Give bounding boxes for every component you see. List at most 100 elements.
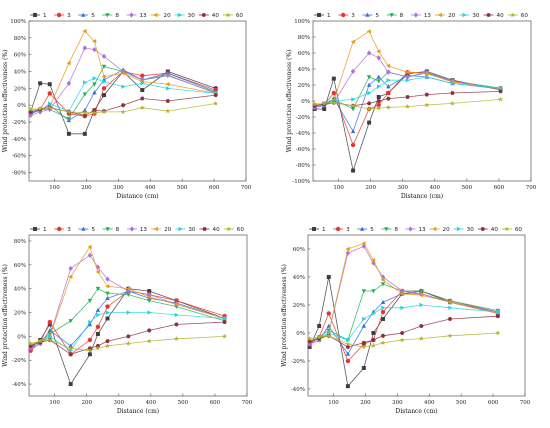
data-point <box>68 274 73 279</box>
data-point <box>96 312 101 318</box>
legend-label: 5 <box>370 227 374 233</box>
data-point <box>326 333 332 338</box>
data-point <box>92 46 97 53</box>
data-point <box>400 305 405 310</box>
legend-entry-8: 8 <box>102 13 119 19</box>
legend-entry-3: 3 <box>54 12 71 19</box>
legend-label: 60 <box>521 13 529 19</box>
data-point <box>101 64 107 69</box>
data-point <box>140 96 145 101</box>
data-point <box>399 337 405 343</box>
legend-label: 40 <box>491 227 499 233</box>
legend-entry-40: 40 <box>199 227 220 233</box>
data-point <box>68 265 73 272</box>
series-line-3 <box>309 290 498 362</box>
data-point <box>418 335 424 341</box>
data-point <box>66 60 71 66</box>
data-point <box>105 284 110 289</box>
data-point <box>376 84 382 89</box>
legend-marker <box>105 227 110 232</box>
data-point <box>419 302 424 308</box>
data-point <box>380 282 386 287</box>
data-point <box>331 76 336 81</box>
y-tick-label: 60% <box>293 247 305 253</box>
data-point <box>92 90 97 95</box>
legend-label: 13 <box>418 227 426 233</box>
legend-entry-60: 60 <box>222 12 244 19</box>
x-tick-label: 400 <box>145 185 156 191</box>
data-point <box>326 311 331 316</box>
legend-marker <box>177 12 183 18</box>
data-point <box>95 307 101 312</box>
x-tick-label: 200 <box>81 185 92 191</box>
legend-label: 1 <box>43 227 47 233</box>
legend-marker <box>456 226 462 232</box>
data-point <box>351 97 356 102</box>
legend-marker <box>486 13 491 17</box>
data-point <box>346 337 351 343</box>
series-20 <box>28 244 227 347</box>
data-point <box>380 277 385 282</box>
y-tick-label: 0% <box>296 331 305 337</box>
y-tick-label: -40% <box>12 382 26 388</box>
plot-frame <box>307 234 526 397</box>
legend-label: 5 <box>91 227 95 233</box>
data-point <box>350 39 355 44</box>
data-point <box>165 72 171 78</box>
data-point <box>68 345 74 351</box>
legend-label: 30 <box>467 227 475 233</box>
data-point <box>345 345 351 349</box>
data-point <box>447 333 453 338</box>
data-point <box>95 286 101 292</box>
data-point <box>371 311 376 316</box>
data-point <box>140 88 145 93</box>
series-line-40 <box>309 315 498 348</box>
data-point <box>345 384 350 389</box>
legend-marker <box>57 226 62 232</box>
data-point <box>367 120 372 125</box>
legend-marker <box>504 226 510 232</box>
data-point <box>92 82 97 87</box>
series-40 <box>28 93 218 118</box>
legend-marker <box>317 13 321 17</box>
legend-entry-13: 13 <box>405 226 426 233</box>
legend-label: 13 <box>140 227 148 233</box>
data-point <box>105 310 110 315</box>
data-point <box>222 316 227 321</box>
y-axis-title: Wind protection effectiveness (%) <box>2 264 9 367</box>
data-point <box>165 81 170 87</box>
data-point <box>66 109 72 115</box>
data-point <box>66 116 72 122</box>
legend-marker <box>56 12 62 18</box>
y-tick-label: 40% <box>14 70 26 76</box>
data-point <box>322 107 327 111</box>
data-point <box>105 316 110 321</box>
legend-label: 3 <box>67 227 71 233</box>
data-point <box>47 337 53 343</box>
series-line-3 <box>314 71 501 147</box>
legend-entry-8: 8 <box>102 227 120 233</box>
series-line-5 <box>30 290 225 349</box>
legend-label: 60 <box>236 13 244 19</box>
y-tick-label: -100% <box>292 179 310 185</box>
legend-marker <box>33 13 37 17</box>
data-point <box>95 324 101 330</box>
y-tick-label: -80% <box>12 171 26 177</box>
data-point <box>82 45 88 51</box>
data-point <box>174 322 179 327</box>
plot-frame <box>312 20 532 182</box>
y-tick-label: 0% <box>301 99 310 105</box>
data-point <box>147 328 152 333</box>
data-point <box>105 339 110 344</box>
chart-panel-1: -80% -60% -40% -20% 0% 20% 40% 60% 80% 100% 100 200… <box>2 12 252 200</box>
data-point <box>105 304 110 309</box>
x-tick-label: 500 <box>177 185 188 191</box>
data-point <box>447 300 452 305</box>
data-point <box>165 108 171 114</box>
data-point <box>126 292 131 298</box>
x-tick-label: 700 <box>520 400 531 406</box>
x-axis-title: Distance (cm) <box>401 193 443 200</box>
x-tick-label: 200 <box>360 400 371 406</box>
x-tick-label: 300 <box>113 185 124 191</box>
data-point <box>47 91 52 96</box>
